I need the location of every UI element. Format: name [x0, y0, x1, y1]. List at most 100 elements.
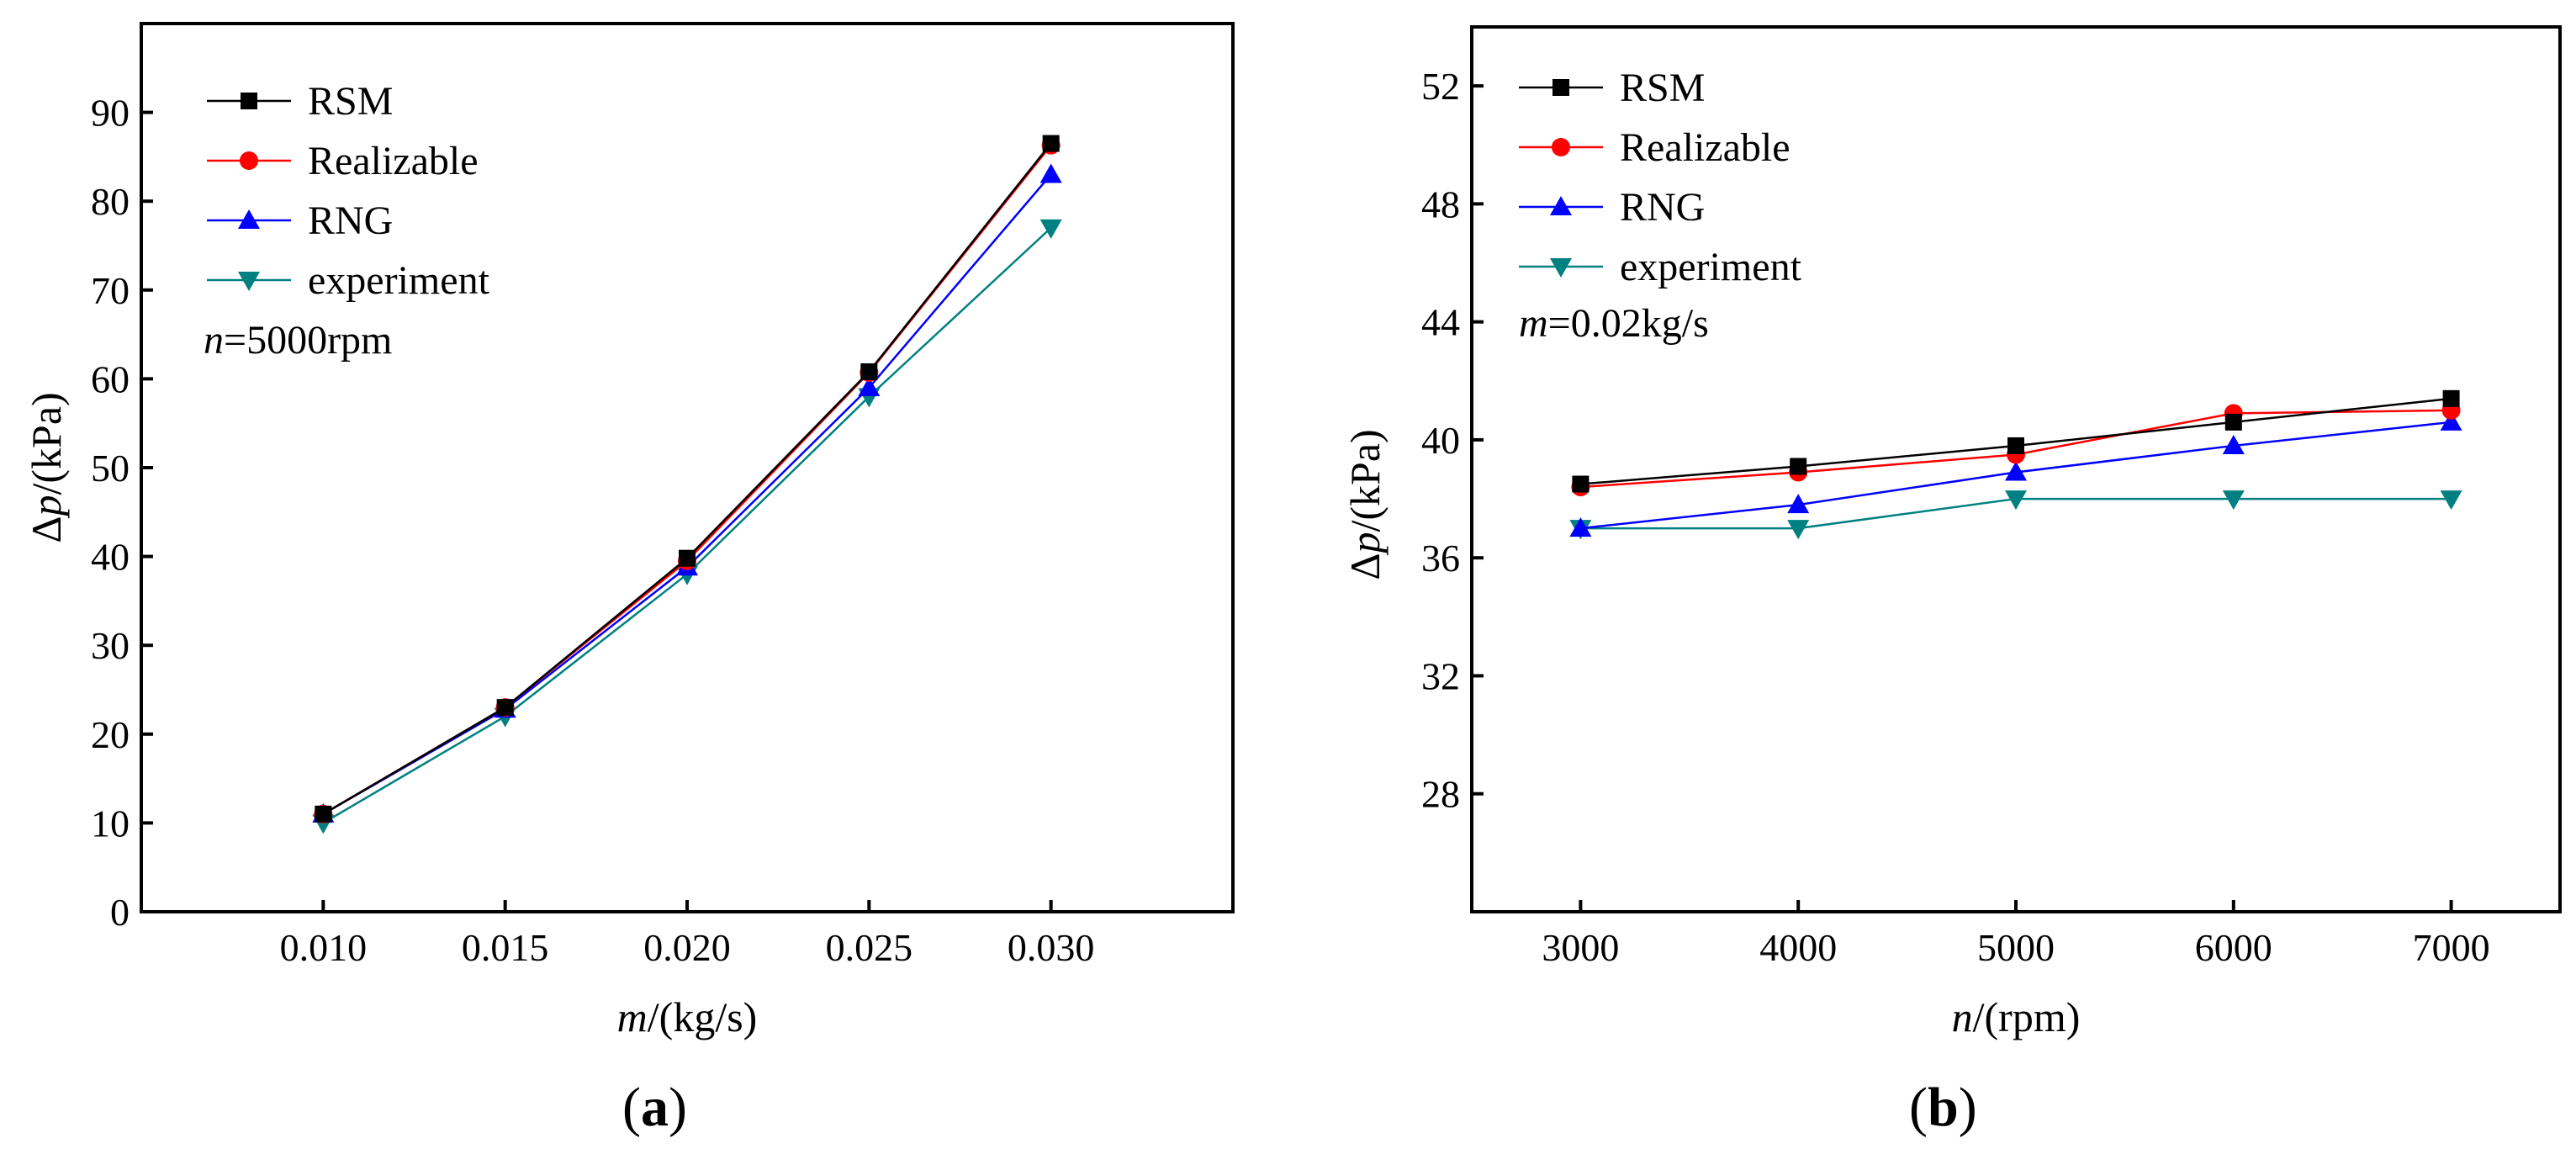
annotation-b-var: m: [1519, 301, 1548, 346]
y-axis-label-a-var: p: [23, 495, 70, 519]
series-experiment-a: [312, 219, 1062, 834]
y-axis-b: 28 32 36 40 44 48 52: [1421, 65, 1484, 816]
panel-label-a-letter: a: [641, 1077, 669, 1138]
series-line-realizable-a: [322, 144, 1052, 815]
legend-marker-realizable-a: [240, 151, 258, 170]
y-axis-label-a: Δp/(kPa): [23, 392, 70, 543]
data-point-rng-b-1: [1787, 494, 1810, 514]
legend-label-rng-a: RNG: [308, 199, 393, 243]
y-axis-label-b-var: p: [1341, 532, 1389, 556]
legend-marker-rsm-b: [1552, 79, 1569, 96]
data-point-rsm-b-3: [2224, 413, 2242, 431]
data-point-rsm-a-1: [496, 699, 514, 717]
legend-marker-realizable-b: [1552, 138, 1570, 156]
x-tick-label-b-1: 4000: [1759, 926, 1837, 969]
annotation-b: m=0.02kg/s: [1519, 301, 1709, 346]
panel-label-b-letter: b: [1928, 1077, 1959, 1138]
y-tick-label-b-5: 48: [1421, 183, 1460, 225]
y-tick-label-a-2: 20: [91, 713, 130, 756]
x-axis-label-b-unit: /(rpm): [1973, 993, 2081, 1040]
y-tick-label-a-6: 60: [91, 357, 130, 400]
legend-item-rng-b: RNG: [1519, 185, 1705, 230]
y-tick-label-b-1: 32: [1421, 654, 1460, 697]
legend-label-rsm-a: RSM: [308, 79, 393, 124]
data-point-rsm-b-4: [2442, 389, 2460, 407]
y-tick-label-b-2: 36: [1421, 537, 1460, 580]
y-tick-label-a-5: 50: [91, 447, 130, 490]
x-tick-label-a-1: 0.015: [462, 926, 549, 969]
y-tick-label-a-7: 70: [91, 269, 130, 312]
x-axis-a: 0.010 0.015 0.020 0.025 0.030: [280, 900, 1095, 969]
x-tick-label-a-4: 0.030: [1008, 926, 1095, 969]
annotation-b-rest: =0.02kg/s: [1548, 301, 1709, 346]
legend-label-rsm-b: RSM: [1620, 66, 1705, 110]
y-tick-label-b-0: 28: [1421, 773, 1460, 816]
series-line-experiment-a: [322, 226, 1052, 824]
x-tick-label-a-2: 0.020: [643, 926, 731, 969]
legend-a: RSM Realizable RNG experiment: [207, 79, 490, 303]
data-point-rsm-a-4: [1042, 135, 1060, 152]
data-point-rsm-b-0: [1572, 475, 1590, 493]
x-axis-label-a-var: m: [617, 993, 648, 1040]
y-axis-label-b-unit: /(kPa): [1341, 429, 1389, 532]
annotation-a-var: n: [204, 318, 224, 363]
y-axis-label-a-prefix: Δ: [23, 516, 70, 543]
legend-item-rng-a: RNG: [207, 199, 393, 243]
data-point-rsm-a-0: [315, 805, 332, 823]
x-axis-label-a-unit: /(kg/s): [648, 993, 758, 1040]
x-axis-label-a: m/(kg/s): [617, 993, 758, 1040]
y-axis-a: 0 10 20 30 40 50 60 70 80 90: [91, 92, 153, 934]
legend-label-realizable-b: Realizable: [1620, 125, 1791, 170]
legend-item-experiment-b: experiment: [1519, 245, 1802, 289]
series-group-b: [1569, 389, 2462, 540]
legend-label-experiment-a: experiment: [308, 258, 490, 303]
x-axis-label-b: n/(rpm): [1952, 993, 2081, 1040]
y-tick-label-a-3: 30: [91, 624, 130, 667]
y-tick-label-a-1: 10: [91, 802, 130, 844]
x-tick-label-b-0: 3000: [1542, 926, 1619, 969]
data-point-rng-a-4: [1039, 163, 1062, 183]
data-point-experiment-b-1: [1787, 520, 1810, 540]
data-point-experiment-a-4: [1039, 219, 1062, 239]
legend-item-realizable-a: Realizable: [207, 139, 479, 183]
y-tick-label-a-8: 80: [91, 180, 130, 223]
plot-frame-a: [140, 22, 1235, 913]
x-tick-label-a-3: 0.025: [826, 926, 913, 969]
legend-marker-rng-a: [238, 209, 260, 229]
legend-marker-experiment-a: [238, 272, 260, 291]
y-axis-label-b-prefix: Δ: [1341, 553, 1389, 580]
data-point-rsm-a-2: [679, 549, 696, 567]
data-point-rsm-b-1: [1790, 458, 1807, 475]
y-tick-label-b-4: 44: [1421, 301, 1460, 344]
x-axis-label-b-var: n: [1952, 993, 1973, 1040]
data-point-rng-b-4: [2440, 410, 2462, 431]
data-point-rng-a-3: [858, 376, 881, 396]
y-tick-label-a-4: 40: [91, 536, 130, 579]
legend-item-rsm-a: RSM: [207, 79, 393, 124]
data-point-rng-b-2: [2005, 461, 2027, 481]
data-point-experiment-b-2: [2005, 490, 2027, 511]
legend-marker-experiment-b: [1550, 258, 1572, 278]
annotation-a: n=5000rpm: [204, 318, 392, 363]
data-point-rsm-b-2: [2007, 437, 2024, 454]
x-tick-label-b-2: 5000: [1977, 926, 2055, 969]
y-axis-label-a-unit: /(kPa): [23, 392, 70, 495]
legend-label-realizable-a: Realizable: [308, 139, 479, 183]
data-point-rng-b-3: [2222, 434, 2245, 454]
x-tick-label-a-0: 0.010: [280, 926, 368, 969]
y-tick-label-b-6: 52: [1421, 65, 1460, 108]
legend-item-experiment-a: experiment: [207, 258, 490, 303]
series-realizable-a: [314, 135, 1061, 823]
x-tick-label-b-3: 6000: [2195, 926, 2272, 969]
legend-marker-rsm-a: [241, 93, 257, 109]
data-point-experiment-b-4: [2440, 490, 2462, 511]
annotation-a-rest: =5000rpm: [224, 318, 392, 363]
legend-marker-rng-b: [1550, 196, 1572, 215]
x-axis-b: 3000 4000 5000 6000 7000: [1542, 900, 2490, 969]
data-point-rsm-a-3: [860, 363, 878, 380]
legend-item-realizable-b: Realizable: [1519, 125, 1791, 170]
series-group-a: [312, 135, 1062, 834]
legend-b: RSM Realizable RNG experiment: [1519, 66, 1802, 289]
series-rsm-b: [1572, 389, 2460, 493]
